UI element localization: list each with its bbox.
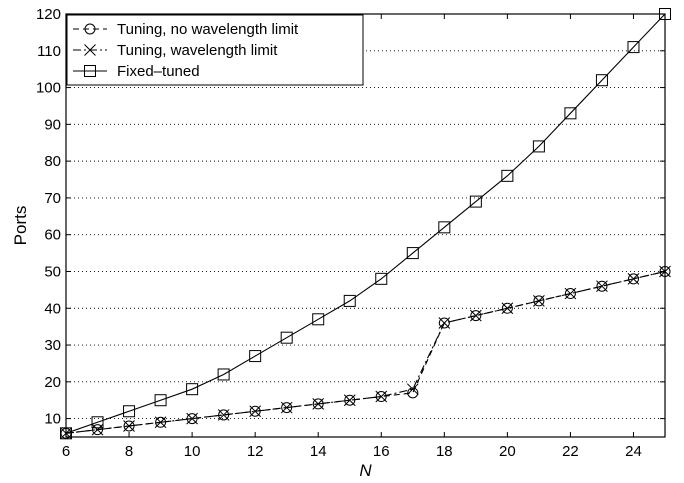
- x-tick-label: 6: [62, 443, 70, 460]
- legend-item: Tuning, wavelength limit: [73, 42, 278, 59]
- data-point: [438, 317, 450, 329]
- data-point: [470, 310, 482, 322]
- data-point: [154, 394, 167, 407]
- data-point: [501, 302, 513, 314]
- data-point: [249, 405, 262, 418]
- data-point: [154, 416, 167, 429]
- data-point: [249, 350, 262, 363]
- y-tick-label: 30: [44, 337, 61, 354]
- data-point: [186, 383, 199, 396]
- legend-marker: [84, 65, 96, 77]
- data-point: [186, 412, 198, 425]
- data-point: [312, 398, 325, 410]
- x-tick-label: 10: [184, 443, 201, 460]
- x-tick-label: 14: [310, 443, 327, 460]
- y-tick-label: 60: [44, 227, 61, 244]
- data-point: [375, 390, 388, 403]
- data-point: [91, 423, 104, 436]
- x-tick-label: 24: [625, 443, 642, 460]
- axis-ticks: 6 8 10 12 14 16 18 20 22 24 10 20 30 40 50 60 70 80 90 100 1…: [36, 6, 665, 460]
- legend-label: Tuning, no wavelength limit: [117, 21, 299, 38]
- data-point: [627, 273, 639, 285]
- y-tick-label: 10: [44, 411, 61, 428]
- data-point: [532, 140, 545, 153]
- data-point: [217, 409, 230, 421]
- data-point: [564, 288, 576, 300]
- data-point: [438, 317, 451, 329]
- y-tick-label: 120: [36, 6, 61, 23]
- y-tick-label: 50: [44, 263, 61, 280]
- legend: Tuning, no wavelength limit Tuning, wavel…: [66, 14, 364, 86]
- y-tick-label: 80: [44, 153, 61, 170]
- data-point: [533, 295, 545, 307]
- x-tick-label: 12: [247, 443, 264, 460]
- data-point: [407, 387, 419, 399]
- data-point: [564, 107, 577, 120]
- data-point: [501, 169, 514, 182]
- data-point: [595, 74, 608, 87]
- data-point: [280, 331, 293, 344]
- x-tick-label: 18: [436, 443, 453, 460]
- data-point: [596, 280, 608, 293]
- data-point: [344, 394, 356, 406]
- y-tick-label: 110: [37, 43, 61, 60]
- data-point: [406, 383, 419, 396]
- legend-item: Fixed–tuned: [73, 63, 200, 80]
- y-tick-label: 70: [44, 190, 61, 207]
- data-point: [123, 420, 135, 432]
- data-point: [438, 221, 451, 234]
- series-layer: [60, 8, 671, 440]
- data-point: [123, 420, 135, 432]
- data-point: [218, 409, 230, 421]
- data-point: [91, 416, 104, 429]
- data-point: [249, 405, 261, 417]
- data-point: [596, 280, 608, 292]
- data-point: [280, 401, 293, 414]
- y-axis-label: Ports: [11, 206, 30, 246]
- data-point: [155, 416, 167, 428]
- plot-frame: [65, 13, 666, 438]
- legend-box: [66, 14, 364, 86]
- data-point: [217, 368, 230, 381]
- data-point: [186, 413, 198, 425]
- data-point: [627, 272, 640, 285]
- data-point: [627, 41, 640, 54]
- data-point: [312, 398, 324, 410]
- legend-label: Tuning, wavelength limit: [117, 42, 278, 59]
- data-point: [123, 405, 136, 418]
- y-tick-label: 100: [36, 80, 61, 97]
- legend-marker: [84, 44, 96, 56]
- data-point: [375, 272, 388, 285]
- series-0: [60, 265, 671, 439]
- legend-item: Tuning, no wavelength limit: [73, 21, 299, 38]
- data-point: [564, 287, 577, 300]
- data-point: [343, 394, 356, 407]
- x-tick-label: 16: [373, 443, 390, 460]
- data-point: [375, 391, 387, 403]
- series-1: [60, 265, 671, 440]
- data-point: [501, 302, 514, 315]
- y-tick-label: 40: [44, 300, 61, 317]
- data-point: [469, 309, 482, 322]
- data-point: [533, 295, 545, 307]
- x-axis-label: N: [359, 461, 372, 480]
- y-tick-label: 90: [44, 116, 61, 133]
- x-tick-label: 20: [499, 443, 516, 460]
- y-tick-label: 20: [44, 374, 61, 391]
- legend-marker: [84, 23, 96, 35]
- legend-label: Fixed–tuned: [117, 63, 200, 80]
- x-tick-label: 8: [125, 443, 133, 460]
- x-tick-label: 22: [562, 443, 579, 460]
- data-point: [343, 294, 356, 307]
- series-2: [60, 8, 671, 440]
- data-point: [281, 402, 293, 414]
- data-point: [92, 424, 104, 436]
- data-point: [406, 247, 419, 260]
- data-point: [469, 195, 482, 208]
- series-line: [65, 270, 666, 434]
- data-point: [312, 313, 325, 326]
